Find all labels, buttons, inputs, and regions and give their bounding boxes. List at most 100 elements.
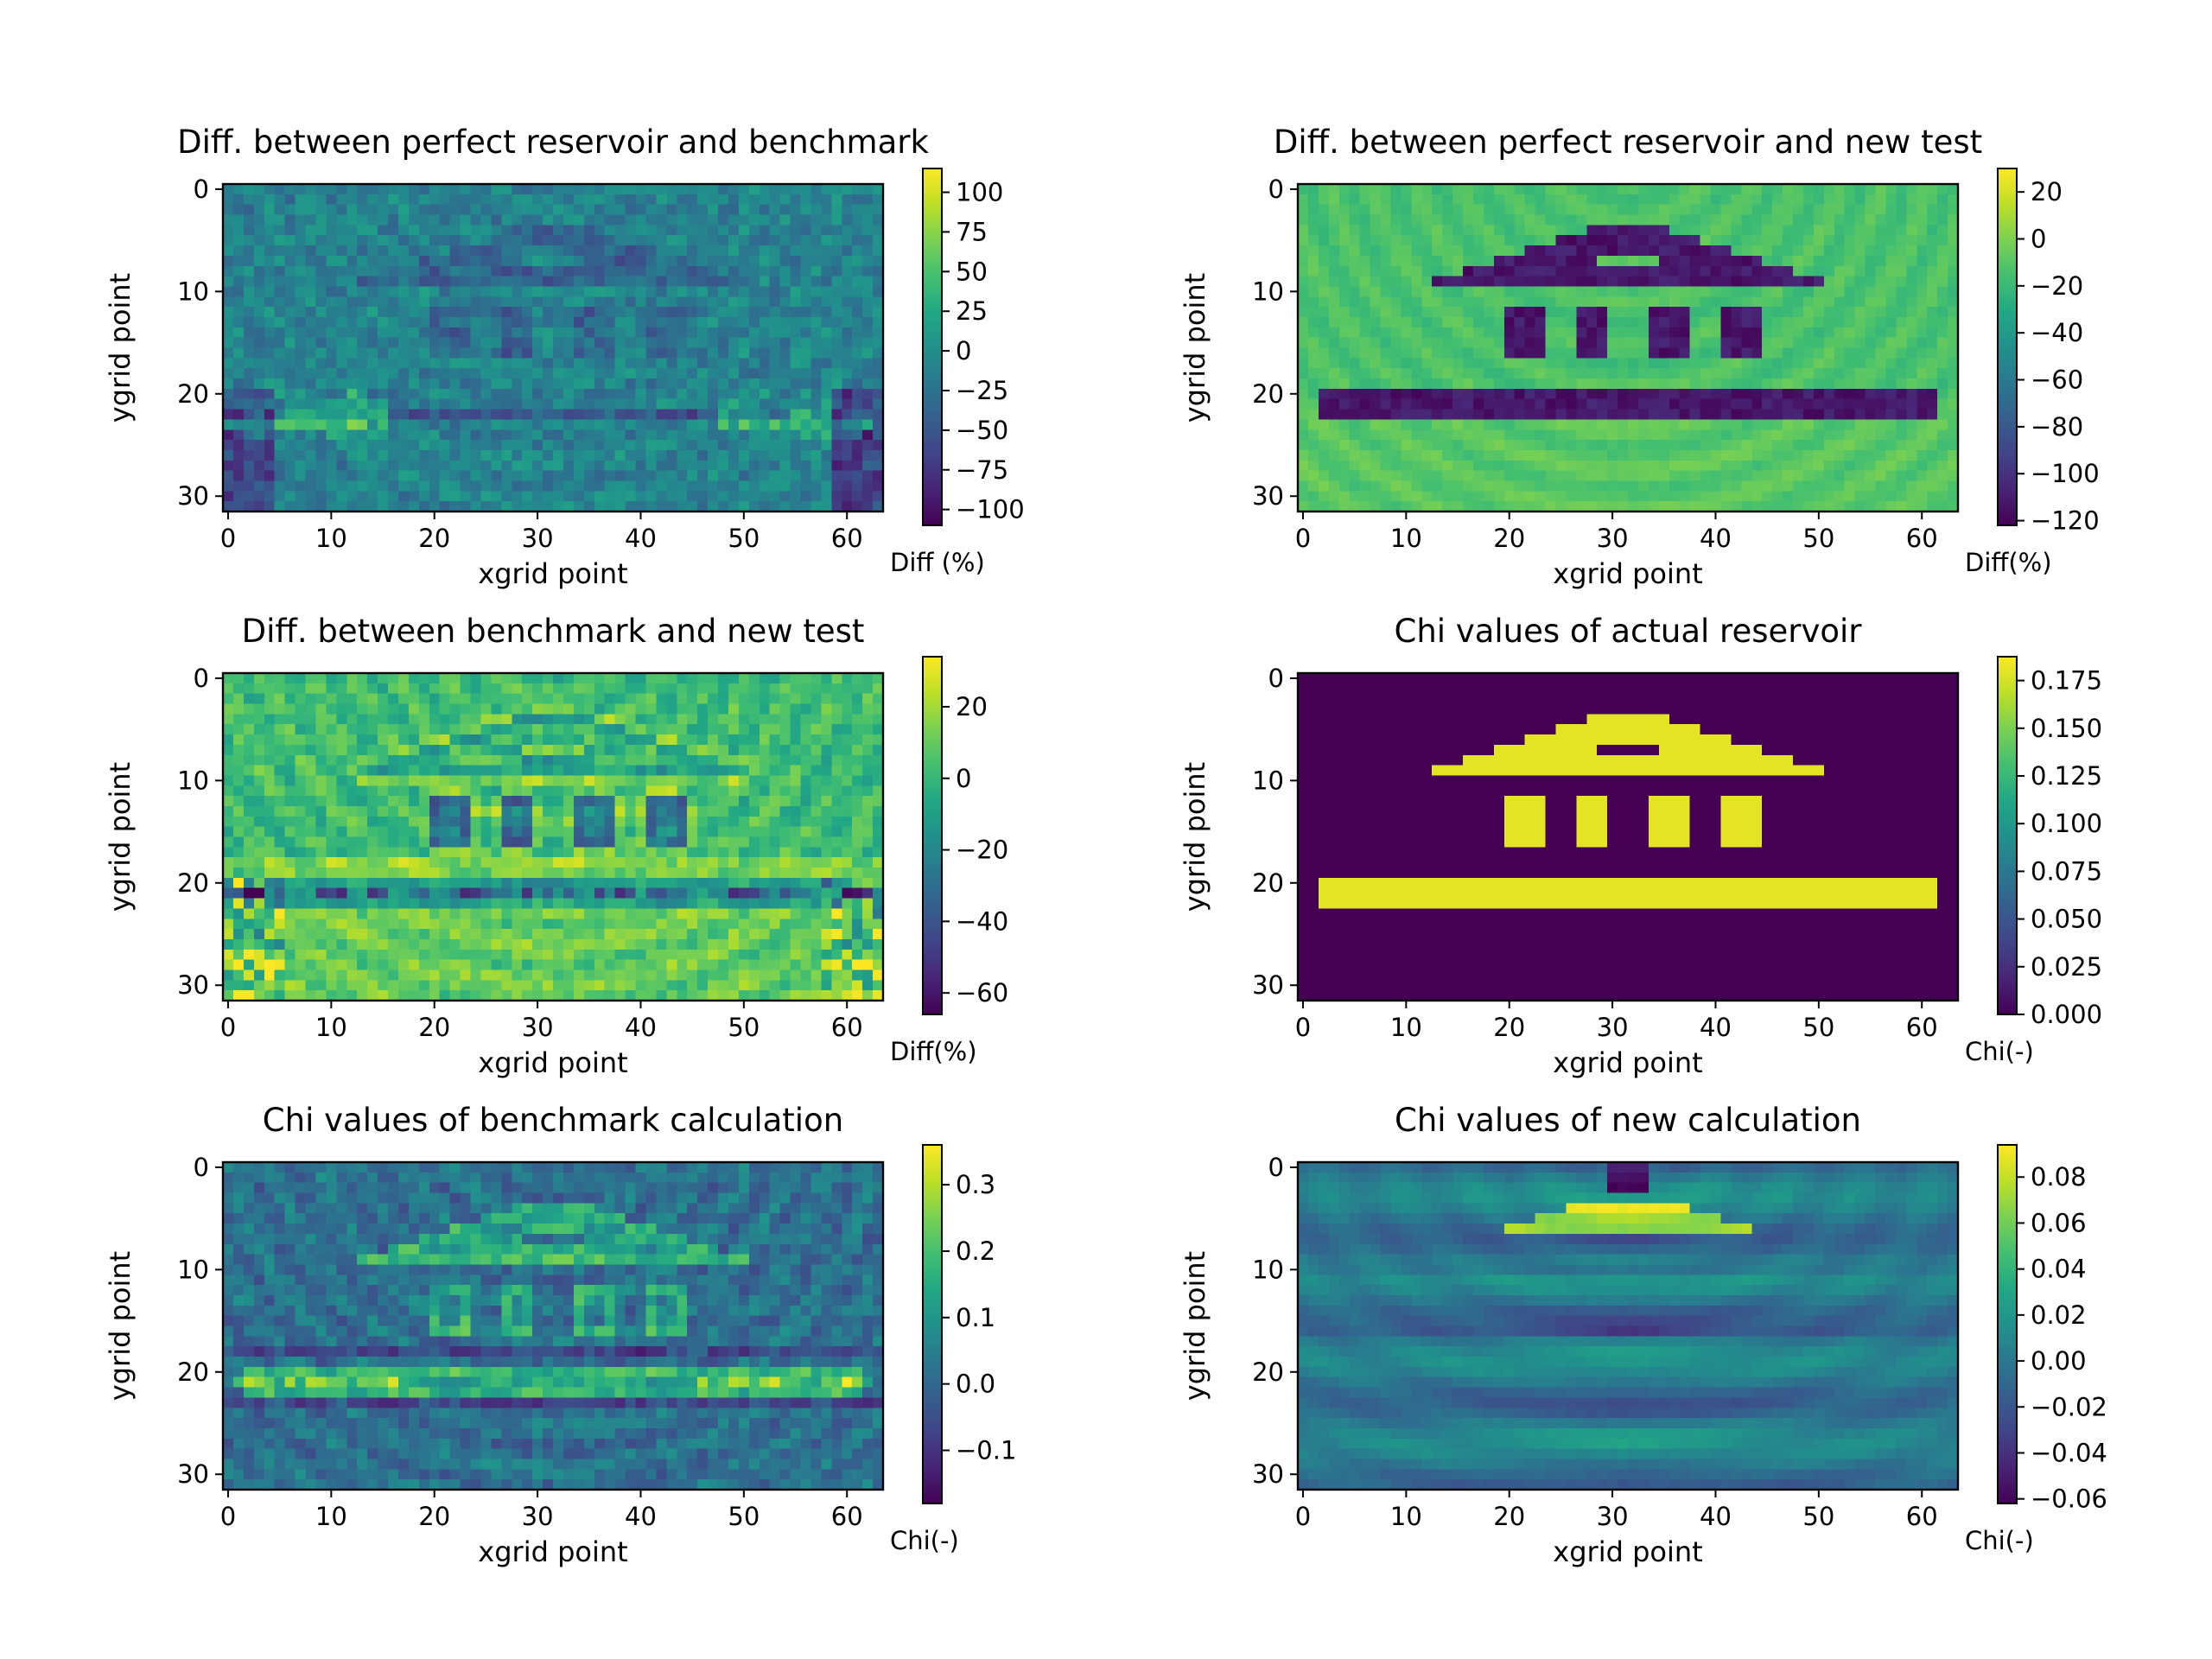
- heatmap-cell: [842, 409, 853, 420]
- heatmap-cell: [583, 796, 595, 807]
- heatmap-cell: [873, 785, 884, 797]
- heatmap-cell: [738, 286, 750, 297]
- heatmap-cell: [1472, 204, 1484, 216]
- heatmap-cell: [1514, 378, 1526, 390]
- heatmap-cell: [418, 744, 430, 756]
- heatmap-cell: [491, 693, 502, 705]
- heatmap-cell: [852, 460, 863, 472]
- heatmap-cell: [594, 796, 606, 807]
- heatmap-cell: [1751, 368, 1763, 379]
- heatmap-cell: [397, 347, 410, 359]
- heatmap-cell: [439, 316, 451, 328]
- heatmap-cell: [1700, 276, 1712, 288]
- heatmap-cell: [1720, 194, 1732, 206]
- heatmap-cell: [1463, 347, 1474, 359]
- heatmap-cell: [522, 398, 533, 410]
- heatmap-cell: [1338, 337, 1351, 349]
- heatmap-cell: [769, 184, 781, 195]
- heatmap-cell: [1906, 296, 1917, 308]
- heatmap-cell: [1628, 347, 1639, 359]
- heatmap-cell: [810, 368, 822, 379]
- heatmap-cell: [1535, 480, 1547, 492]
- heatmap-cell: [1885, 204, 1897, 216]
- heatmap-cell: [687, 286, 698, 297]
- heatmap-cell: [1937, 265, 1948, 277]
- heatmap-cell: [1555, 449, 1567, 461]
- heatmap-cell: [697, 378, 709, 390]
- heatmap-cell: [1545, 501, 1557, 512]
- heatmap-cell: [1318, 501, 1330, 512]
- heatmap-cell: [1566, 316, 1577, 328]
- heatmap-cell: [1948, 358, 1959, 369]
- heatmap-cell: [1948, 368, 1959, 379]
- heatmap-cell: [1720, 449, 1732, 461]
- heatmap-cell: [759, 194, 771, 206]
- heatmap-cell: [1298, 388, 1309, 400]
- heatmap-cell: [1566, 429, 1577, 441]
- heatmap-cell: [1731, 194, 1742, 206]
- heatmap-cell: [738, 775, 750, 786]
- heatmap-cell: [1483, 194, 1495, 206]
- heatmap-cell: [1411, 307, 1422, 318]
- heatmap-cell: [1628, 204, 1639, 216]
- heatmap-cell: [284, 327, 296, 339]
- heatmap-cell: [1720, 440, 1732, 451]
- heatmap-cell: [346, 429, 358, 441]
- heatmap-cell: [1576, 337, 1587, 349]
- heatmap-cell: [800, 501, 812, 512]
- heatmap-cell: [718, 347, 729, 359]
- heatmap-cell: [594, 286, 606, 297]
- heatmap-cell: [1566, 388, 1577, 400]
- heatmap-cell: [748, 683, 760, 695]
- heatmap-cell: [645, 398, 657, 410]
- heatmap-cell: [1463, 378, 1474, 390]
- heatmap-cell: [295, 449, 307, 461]
- heatmap-cell: [1597, 204, 1608, 216]
- heatmap-cell: [852, 398, 863, 410]
- heatmap-cell: [656, 683, 667, 695]
- heatmap-cell: [367, 296, 378, 308]
- heatmap-cell: [253, 276, 265, 288]
- heatmap-cell: [645, 724, 657, 735]
- heatmap-cell: [862, 501, 874, 512]
- heatmap-cell: [1658, 440, 1670, 451]
- heatmap-cell: [223, 337, 234, 349]
- heatmap-cell: [873, 368, 884, 379]
- heatmap-cell: [1679, 204, 1691, 216]
- heatmap-cell: [1823, 347, 1835, 359]
- heatmap-cell: [1823, 214, 1835, 226]
- heatmap-cell: [1648, 286, 1660, 297]
- heatmap-cell: [625, 307, 637, 318]
- heatmap-cell: [1524, 347, 1536, 359]
- heatmap-cell: [284, 296, 296, 308]
- heatmap-cell: [656, 398, 667, 410]
- heatmap-cell: [378, 204, 389, 216]
- heatmap-cell: [573, 245, 585, 257]
- heatmap-cell: [223, 785, 234, 797]
- heatmap-cell: [532, 449, 543, 461]
- heatmap-cell: [563, 235, 575, 246]
- heatmap-cell: [1359, 276, 1371, 288]
- heatmap-cell: [418, 347, 430, 359]
- heatmap-cell: [274, 307, 286, 318]
- heatmap-cell: [625, 470, 637, 482]
- heatmap-cell: [449, 734, 461, 746]
- heatmap-cell: [1700, 184, 1712, 195]
- heatmap-cell: [1679, 184, 1691, 195]
- heatmap-cell: [491, 204, 502, 216]
- heatmap-cell: [1576, 470, 1587, 482]
- heatmap-cell: [346, 307, 358, 318]
- heatmap-cell: [388, 703, 399, 715]
- heatmap-cell: [1875, 204, 1887, 216]
- heatmap-cell: [635, 296, 647, 308]
- heatmap-cell: [1566, 204, 1577, 216]
- heatmap-cell: [429, 796, 441, 807]
- heatmap-cell: [862, 754, 874, 766]
- heatmap-cell: [491, 429, 502, 441]
- heatmap-cell: [831, 460, 842, 472]
- heatmap-cell: [460, 204, 472, 216]
- heatmap-cell: [1834, 347, 1846, 359]
- heatmap-cell: [543, 214, 554, 226]
- heatmap-cell: [1328, 214, 1340, 226]
- heatmap-cell: [1452, 235, 1464, 246]
